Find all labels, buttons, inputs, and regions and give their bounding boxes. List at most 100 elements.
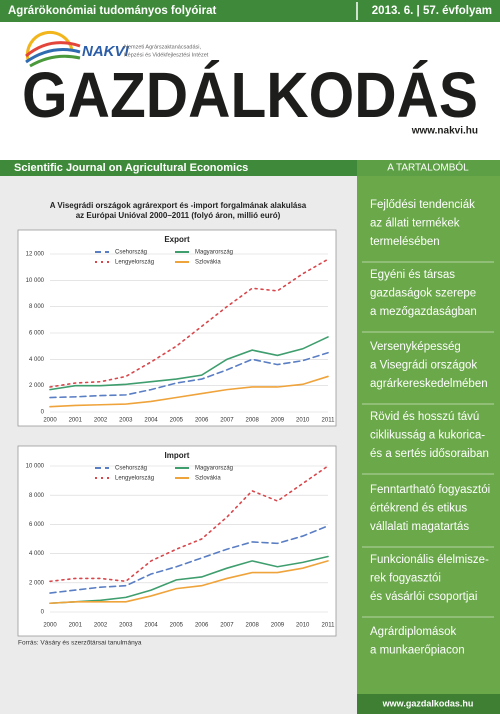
y-tick-label: 8 000	[29, 493, 45, 499]
series-line	[49, 258, 329, 388]
legend-label: Csehország	[115, 466, 147, 472]
article-title: ciklikusság a kukorica-	[370, 430, 485, 442]
chart-frame	[17, 445, 337, 637]
series-line	[49, 351, 329, 399]
article-title: Fenntartható fogyasztói	[370, 484, 490, 496]
article-title: Fejlődési tendenciák	[370, 199, 475, 211]
chart-title: Import	[165, 451, 190, 460]
article-title: termelésében	[370, 236, 440, 248]
legend-label: Szlovákia	[195, 476, 221, 482]
y-tick-label: 12 000	[26, 252, 45, 258]
footer-bar	[357, 694, 500, 714]
y-tick-label: 0	[41, 610, 45, 616]
y-tick-label: 6 000	[29, 331, 45, 337]
article-title: Egyéni és társas	[370, 269, 455, 281]
x-tick-label: 2001	[69, 623, 83, 629]
y-tick-label: 0	[41, 410, 45, 416]
chart: Export 0 2 000 4 000 6 000 8 000 10 000 12 000 2…	[17, 229, 337, 427]
y-tick-label: 10 000	[26, 464, 45, 470]
x-tick-label: 2003	[119, 623, 133, 629]
legend-label: Magyarország	[195, 466, 233, 472]
article-title: Agrárdiplomások	[370, 626, 457, 638]
legend-label: Csehország	[115, 250, 147, 256]
legend-label: Magyarország	[195, 250, 233, 256]
institute-name: Nemzeti Agrárszaktanácsadási,	[124, 44, 202, 50]
article-title: a Visegrádi országok	[370, 360, 477, 372]
logo-arc	[25, 41, 81, 58]
x-tick-label: 2000	[43, 418, 57, 424]
article-title: értékrend és etikus	[370, 503, 467, 515]
legend-label: Lengyelország	[115, 476, 154, 482]
chart-title: Export	[164, 235, 190, 244]
y-tick-label: 2 000	[29, 580, 45, 586]
x-tick-label: 2009	[271, 623, 285, 629]
x-tick-label: 2010	[296, 418, 310, 424]
y-tick-label: 10 000	[26, 278, 45, 284]
x-tick-label: 2011	[322, 623, 336, 629]
article-title: Versenyképesség	[370, 341, 461, 353]
x-tick-label: 2003	[119, 418, 133, 424]
y-tick-label: 4 000	[29, 357, 45, 363]
article-title: rek fogyasztói	[370, 573, 441, 585]
y-tick-label: 6 000	[29, 522, 45, 528]
article-title: Funkcionális élelmisze-	[370, 554, 489, 566]
article-title: és vásárlói csoportjai	[370, 591, 477, 603]
article-title: Rövid és hosszú távú	[370, 411, 479, 423]
series-line	[49, 336, 329, 391]
article-title: agrárkereskedelmében	[370, 378, 488, 390]
article-title: vállalati magatartás	[370, 521, 469, 533]
x-tick-label: 2011	[322, 418, 336, 424]
y-tick-label: 4 000	[29, 551, 45, 557]
series-line	[49, 375, 329, 408]
logo-arc	[25, 48, 81, 64]
chart: Import 0 2 000 4 000 6 000 8 000 10 000 2000 200…	[17, 445, 337, 637]
x-tick-label: 2006	[195, 623, 209, 629]
band	[0, 160, 357, 176]
article-title: a munkaerőpiacon	[370, 645, 465, 657]
footer-website: www.gazdalkodas.hu	[382, 698, 474, 708]
x-tick-label: 2008	[246, 623, 260, 629]
logo-arc	[29, 54, 81, 68]
y-tick-label: 8 000	[29, 304, 45, 310]
x-tick-label: 2008	[246, 418, 260, 424]
x-tick-label: 2006	[195, 418, 209, 424]
x-tick-label: 2001	[69, 418, 83, 424]
x-tick-label: 2002	[94, 623, 108, 629]
x-tick-label: 2007	[220, 418, 234, 424]
band	[357, 160, 500, 176]
logo: NAKVI Nemzeti Agrárszaktanácsadási, Képz…	[25, 30, 209, 68]
website: www.nakvi.hu	[411, 126, 478, 137]
x-tick-label: 2007	[220, 623, 234, 629]
article-title: és a sertés idősoraiban	[370, 448, 489, 460]
x-tick-label: 2010	[296, 623, 310, 629]
sidebar	[357, 176, 500, 714]
sidebar-heading: A TARTALOMBÓL	[387, 161, 469, 174]
series-line	[49, 465, 329, 583]
english-subtitle: Scientific Journal on Agricultural Econo…	[14, 162, 248, 174]
x-tick-label: 2004	[144, 418, 158, 424]
logo-text: NAKVI	[82, 43, 130, 60]
figure-source: Forrás: Vásáry és szerzőtársai tanulmány…	[18, 640, 142, 647]
series-line	[49, 525, 329, 594]
issue: 2013. 6. | 57. évfolyam	[372, 5, 492, 17]
x-tick-label: 2000	[43, 623, 57, 629]
series-line	[49, 560, 329, 605]
figure-title: az Európai Unióval 2000–2011 (folyó áron…	[76, 211, 281, 220]
y-tick-label: 2 000	[29, 383, 45, 389]
figure-title: A Visegrádi országok agrárexport és -imp…	[50, 201, 307, 210]
legend-label: Lengyelország	[115, 260, 154, 266]
article-title: az állati termékek	[370, 218, 460, 230]
series-line	[49, 555, 329, 605]
x-tick-label: 2005	[170, 418, 184, 424]
x-tick-label: 2004	[144, 623, 158, 629]
x-tick-label: 2002	[94, 418, 108, 424]
article-title: a mezőgazdaságban	[370, 306, 477, 318]
magazine-title: GAZDÁLKODÁS	[22, 59, 478, 131]
article-title: gazdaságok szerepe	[370, 288, 476, 300]
legend-label: Szlovákia	[195, 260, 221, 266]
x-tick-label: 2009	[271, 418, 285, 424]
institute-name: Képzési és Vidékfejlesztési Intézet	[124, 52, 209, 58]
top-bar	[0, 0, 500, 22]
